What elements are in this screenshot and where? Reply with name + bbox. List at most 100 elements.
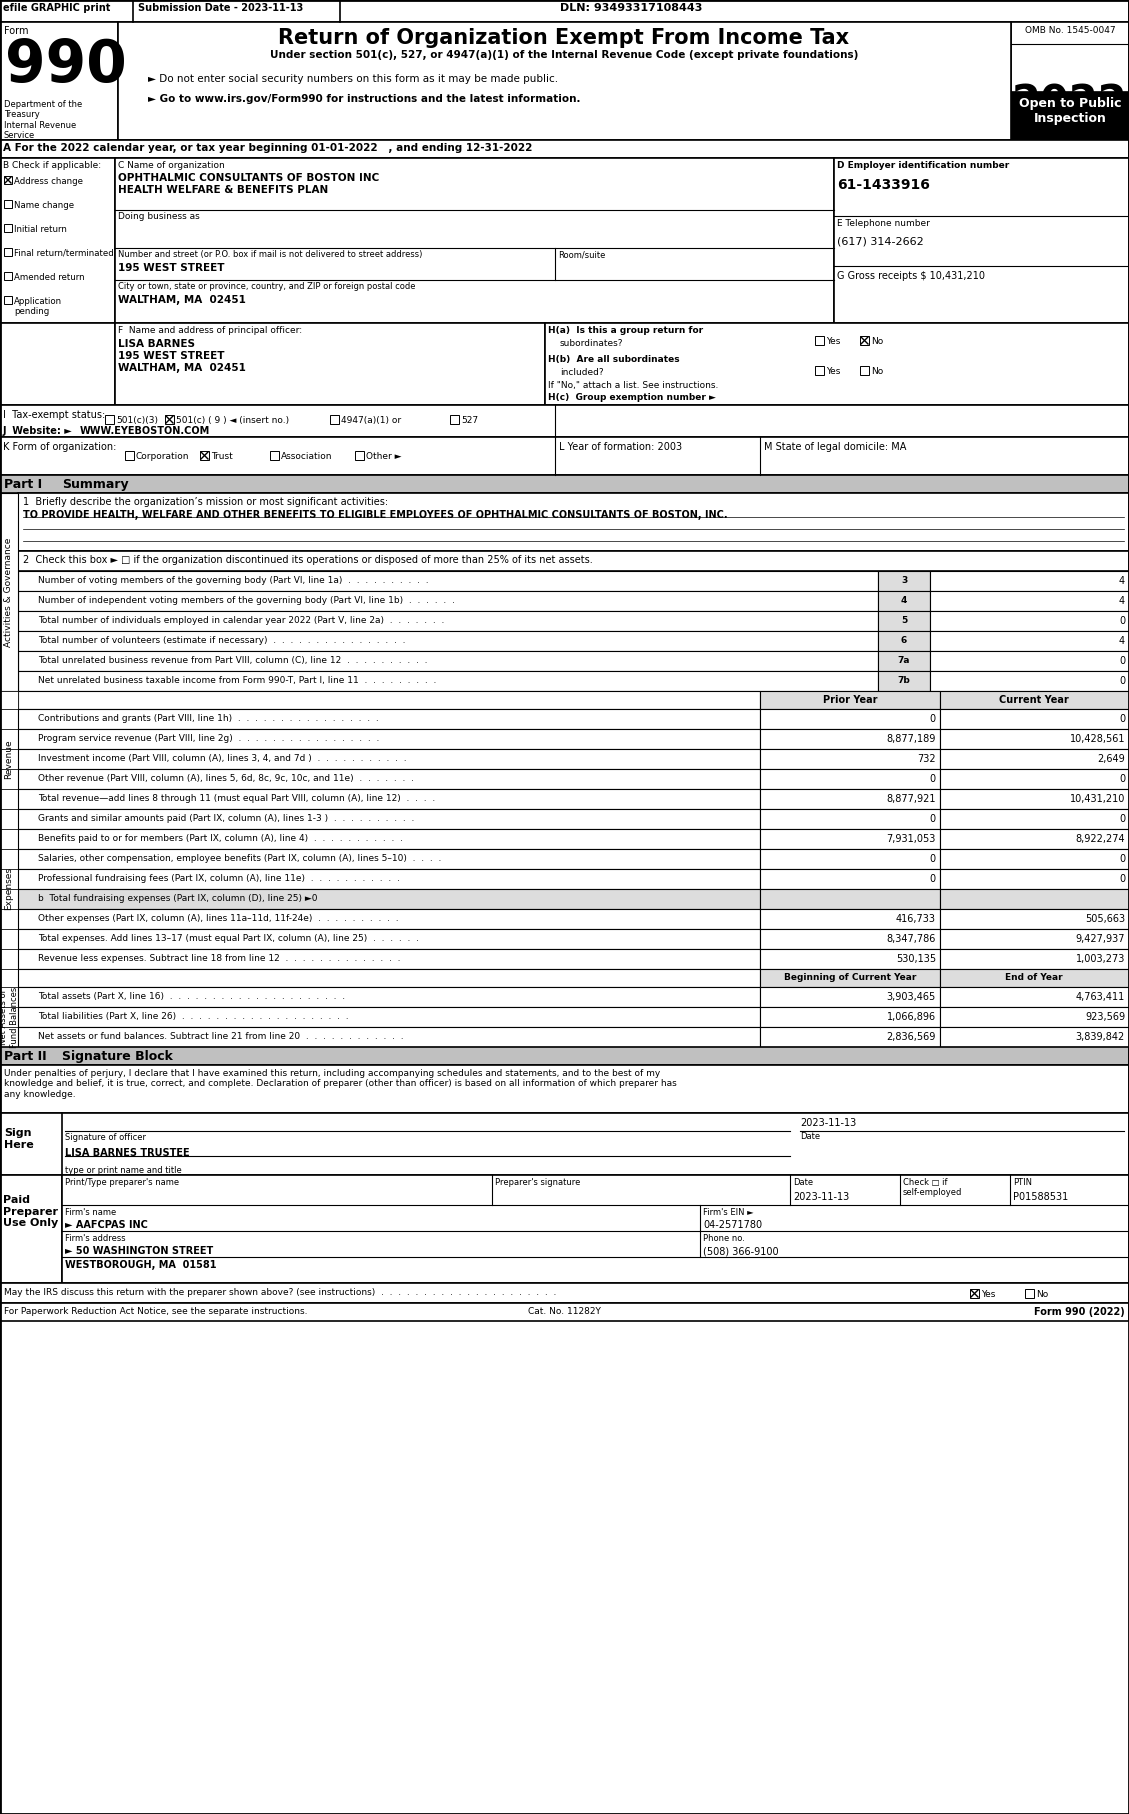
Bar [125,452,134,461]
Text: Yes: Yes [981,1290,996,1299]
Bar [545,323,1129,405]
Text: K Form of organization:: K Form of organization: [3,443,116,452]
Text: PTIN: PTIN [1013,1177,1032,1186]
Text: 2022: 2022 [1013,82,1128,123]
Text: Under penalties of perjury, I declare that I have examined this return, includin: Under penalties of perjury, I declare th… [5,1068,676,1099]
Bar [878,571,930,591]
Text: 9,427,937: 9,427,937 [1076,934,1124,943]
Text: 3,903,465: 3,903,465 [886,992,936,1001]
Bar [18,591,878,611]
Bar [355,452,364,461]
Bar [760,829,940,849]
Bar [18,789,760,809]
Bar [0,789,18,809]
Text: 3: 3 [901,577,907,584]
Text: No: No [870,366,883,375]
Text: 4: 4 [901,597,908,606]
Text: Beginning of Current Year: Beginning of Current Year [784,972,917,981]
Text: 1,066,896: 1,066,896 [887,1012,936,1021]
Bar [0,1065,1129,1114]
Text: type or print name and title: type or print name and title [65,1166,182,1175]
Bar [940,809,1129,829]
Bar [0,889,18,909]
Bar [1010,93,1129,140]
Text: C Name of organization: C Name of organization [119,161,225,171]
Text: 8,877,189: 8,877,189 [886,735,936,744]
Text: Expenses: Expenses [5,867,14,911]
Bar [18,729,760,749]
Text: F  Name and address of principal officer:: F Name and address of principal officer: [119,327,303,336]
Text: 3,839,842: 3,839,842 [1076,1032,1124,1041]
Bar [0,1302,1129,1321]
Bar [0,929,18,949]
Bar [18,869,760,889]
Bar [940,969,1129,987]
Text: May the IRS discuss this return with the preparer shown above? (see instructions: May the IRS discuss this return with the… [5,1288,557,1297]
Text: I  Tax-exempt status:: I Tax-exempt status: [3,410,105,421]
Bar [18,987,760,1007]
Text: Return of Organization Exempt From Income Tax: Return of Organization Exempt From Incom… [279,27,849,47]
Text: 0: 0 [930,874,936,883]
Text: Room/suite: Room/suite [558,250,605,259]
Bar [115,158,834,323]
Bar [5,176,12,183]
Bar [18,671,878,691]
Bar [200,452,209,461]
Text: Firm's EIN ►: Firm's EIN ► [703,1208,754,1217]
Bar [815,336,824,345]
Bar [760,987,940,1007]
Text: 923,569: 923,569 [1085,1012,1124,1021]
Bar [760,749,940,769]
Text: Number of voting members of the governing body (Part VI, line 1a)  .  .  .  .  .: Number of voting members of the governin… [38,577,429,584]
Text: Submission Date - 2023-11-13: Submission Date - 2023-11-13 [138,4,304,13]
Text: WESTBOROUGH, MA  01581: WESTBOROUGH, MA 01581 [65,1261,217,1270]
Text: Total expenses. Add lines 13–17 (must equal Part IX, column (A), line 25)  .  . : Total expenses. Add lines 13–17 (must eq… [38,934,419,943]
Text: J  Website: ►: J Website: ► [3,426,72,435]
Bar [760,709,940,729]
Bar [18,631,878,651]
Text: 4947(a)(1) or: 4947(a)(1) or [341,415,401,424]
Bar [930,611,1129,631]
Bar [940,769,1129,789]
Text: 4: 4 [1119,597,1124,606]
Text: subordinates?: subordinates? [560,339,623,348]
Text: 0: 0 [1119,874,1124,883]
Bar [0,709,18,729]
Bar [0,691,18,709]
Text: 0: 0 [930,854,936,863]
Bar [930,591,1129,611]
Text: Current Year: Current Year [999,695,1069,706]
Text: included?: included? [560,368,604,377]
Bar [878,611,930,631]
Bar [940,691,1129,709]
Text: A For the 2022 calendar year, or tax year beginning 01-01-2022   , and ending 12: A For the 2022 calendar year, or tax yea… [3,143,533,152]
Text: 505,663: 505,663 [1085,914,1124,923]
Text: Doing business as: Doing business as [119,212,200,221]
Text: Other revenue (Part VIII, column (A), lines 5, 6d, 8c, 9c, 10c, and 11e)  .  .  : Other revenue (Part VIII, column (A), li… [38,775,414,784]
Bar [0,437,1129,475]
Text: Preparer's signature: Preparer's signature [495,1177,580,1186]
Bar [760,729,940,749]
Text: Total number of individuals employed in calendar year 2022 (Part V, line 2a)  . : Total number of individuals employed in … [38,617,445,626]
Text: ► Do not enter social security numbers on this form as it may be made public.: ► Do not enter social security numbers o… [148,74,558,83]
Bar [18,929,760,949]
Bar [18,809,760,829]
Text: 4: 4 [1119,577,1124,586]
Bar [5,272,12,279]
Text: 990: 990 [5,36,126,94]
Bar [330,415,339,424]
Bar [940,909,1129,929]
Text: self-employed: self-employed [903,1188,962,1197]
Bar [1025,1290,1034,1299]
Bar [18,949,760,969]
Text: H(a)  Is this a group return for: H(a) Is this a group return for [548,327,703,336]
Bar [0,1047,1129,1065]
Text: Activities & Governance: Activities & Governance [5,537,14,646]
Bar [940,869,1129,889]
Text: 04-2571780: 04-2571780 [703,1221,762,1230]
Text: 1,003,273: 1,003,273 [1076,954,1124,963]
Bar [760,969,940,987]
Text: 732: 732 [918,755,936,764]
Bar [18,709,760,729]
Bar [760,869,940,889]
